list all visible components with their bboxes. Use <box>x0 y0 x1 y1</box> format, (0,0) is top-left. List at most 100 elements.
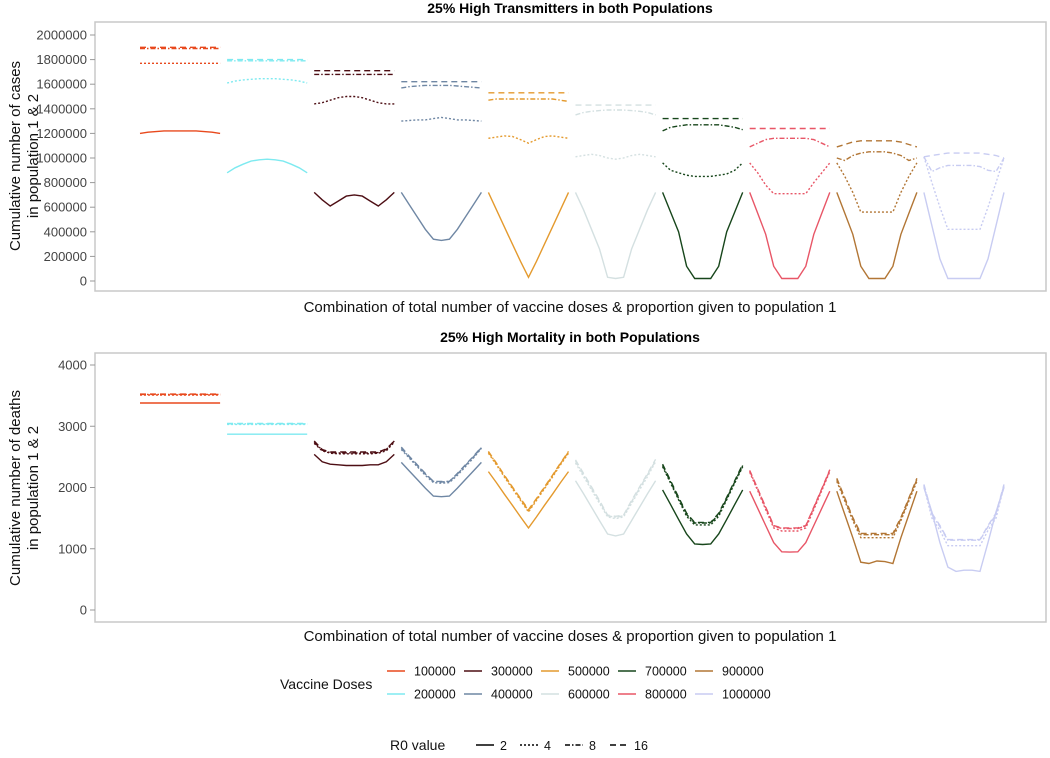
series-400000-r0-2 <box>400 192 482 242</box>
series-1000000-r0-4 <box>923 486 1005 547</box>
series-500000-r0-8 <box>488 98 569 103</box>
y-tick-label: 1200000 <box>36 126 87 141</box>
series-900000-r0-8 <box>836 479 918 536</box>
series-400000-r0-8 <box>401 84 482 89</box>
series-300000-r0-16 <box>313 440 395 453</box>
y-tick-label: 1000 <box>58 541 87 556</box>
series-1000000-r0-2 <box>923 487 1005 573</box>
series-500000-r0-2 <box>487 192 570 279</box>
y-tick-label: 400000 <box>44 224 87 239</box>
cases-x-axis-title: Combination of total number of vaccine d… <box>304 299 837 316</box>
series-600000-r0-8 <box>575 109 656 116</box>
deaths-plot-area <box>94 352 1047 623</box>
cases-panel: 25% High Transmitters in both Population… <box>7 0 1047 316</box>
y-tick-label: 1800000 <box>36 52 87 67</box>
series-700000-r0-8 <box>662 124 743 132</box>
dose-legend-label: 500000 <box>568 665 610 679</box>
series-1000000-r0-2 <box>923 192 1005 280</box>
series-800000-r0-4 <box>749 162 831 195</box>
legend: Vaccine Doses R0 value 100000 200000 30000… <box>280 665 771 754</box>
r0-legend-label: 16 <box>634 739 648 753</box>
series-600000-r0-4 <box>574 461 657 520</box>
cases-plot-area <box>94 21 1047 292</box>
y-tick-label: 4000 <box>58 358 87 373</box>
series-500000-r0-4 <box>488 135 569 144</box>
series-500000-r0-16 <box>487 451 570 511</box>
deaths-panel: 25% High Mortality in both Populations C… <box>7 329 1047 645</box>
y-tick-label: 0 <box>80 274 87 289</box>
series-500000-r0-8 <box>487 451 570 513</box>
series-600000-r0-4 <box>575 153 656 160</box>
series-800000-r0-4 <box>749 471 831 532</box>
dose-legend-label: 200000 <box>414 688 456 702</box>
y-tick-label: 1000000 <box>36 151 87 166</box>
deaths-x-axis-title: Combination of total number of vaccine d… <box>304 628 837 645</box>
y-tick-label: 0 <box>80 603 87 618</box>
y-tick-label: 1400000 <box>36 101 87 116</box>
series-900000-r0-8 <box>836 151 918 162</box>
cases-y-axis-title-line2: in population 1 & 2 <box>25 94 42 218</box>
series-300000-r0-2 <box>313 453 395 467</box>
series-900000-r0-4 <box>836 481 918 539</box>
series-300000-r0-8 <box>313 440 395 454</box>
dose-legend-label: 900000 <box>722 665 764 679</box>
series-100000-r0-2 <box>139 130 221 135</box>
series-600000-r0-2 <box>574 480 657 537</box>
series-900000-r0-4 <box>836 162 918 213</box>
deaths-y-axis-title-line1: Cumulative number of deaths <box>7 390 24 586</box>
r0-legend-title: R0 value <box>390 737 445 753</box>
dose-legend-label: 100000 <box>414 665 456 679</box>
cases-y-axis-title-line1: Cumulative number of cases <box>7 61 24 251</box>
dose-legend-label: 1000000 <box>722 688 771 702</box>
r0-legend-label: 2 <box>500 739 507 753</box>
deaths-y-axis-title-line2: in population 1 & 2 <box>25 426 42 550</box>
series-800000-r0-8 <box>749 137 831 148</box>
y-tick-label: 800000 <box>44 175 87 190</box>
y-tick-label: 3000 <box>58 419 87 434</box>
series-400000-r0-8 <box>400 447 482 483</box>
dose-legend-label: 600000 <box>568 688 610 702</box>
series-600000-r0-2 <box>574 192 657 280</box>
series-1000000-r0-16 <box>923 152 1005 159</box>
series-200000-r0-4 <box>226 77 308 84</box>
y-tick-label: 200000 <box>44 249 87 264</box>
dose-legend-label: 400000 <box>491 688 533 702</box>
series-400000-r0-4 <box>400 447 482 484</box>
y-tick-label: 2000000 <box>36 28 87 43</box>
series-700000-r0-2 <box>661 489 744 546</box>
r0-legend-label: 4 <box>544 739 551 753</box>
dose-legend-label: 700000 <box>645 665 687 679</box>
series-900000-r0-2 <box>836 192 918 280</box>
series-1000000-r0-4 <box>923 156 1005 231</box>
series-200000-r0-2 <box>226 158 308 174</box>
series-300000-r0-4 <box>313 441 395 455</box>
series-700000-r0-4 <box>662 162 744 178</box>
series-1000000-r0-16 <box>923 484 1005 541</box>
series-700000-r0-2 <box>661 192 744 280</box>
series-300000-r0-4 <box>314 95 395 105</box>
dose-legend-label: 800000 <box>645 688 687 702</box>
y-tick-label: 600000 <box>44 200 87 215</box>
series-700000-r0-8 <box>661 465 744 524</box>
series-600000-r0-16 <box>574 458 657 518</box>
series-400000-r0-2 <box>400 461 482 498</box>
series-500000-r0-2 <box>487 471 570 530</box>
r0-legend-label: 8 <box>589 739 596 753</box>
series-400000-r0-4 <box>401 116 482 122</box>
series-900000-r0-16 <box>836 140 918 148</box>
deaths-chart-title: 25% High Mortality in both Populations <box>440 329 700 345</box>
series-900000-r0-2 <box>836 490 918 565</box>
series-1000000-r0-8 <box>923 156 1005 173</box>
series-1000000-r0-8 <box>923 484 1005 541</box>
series-500000-r0-4 <box>487 452 570 514</box>
y-tick-label: 1600000 <box>36 77 87 92</box>
cases-chart-title: 25% High Transmitters in both Population… <box>427 0 713 16</box>
series-800000-r0-2 <box>749 490 831 553</box>
series-800000-r0-2 <box>749 192 831 280</box>
dose-legend-title: Vaccine Doses <box>280 676 372 692</box>
series-700000-r0-4 <box>661 466 744 526</box>
y-tick-label: 2000 <box>58 480 87 495</box>
series-300000-r0-2 <box>313 191 395 207</box>
series-600000-r0-8 <box>574 460 657 519</box>
